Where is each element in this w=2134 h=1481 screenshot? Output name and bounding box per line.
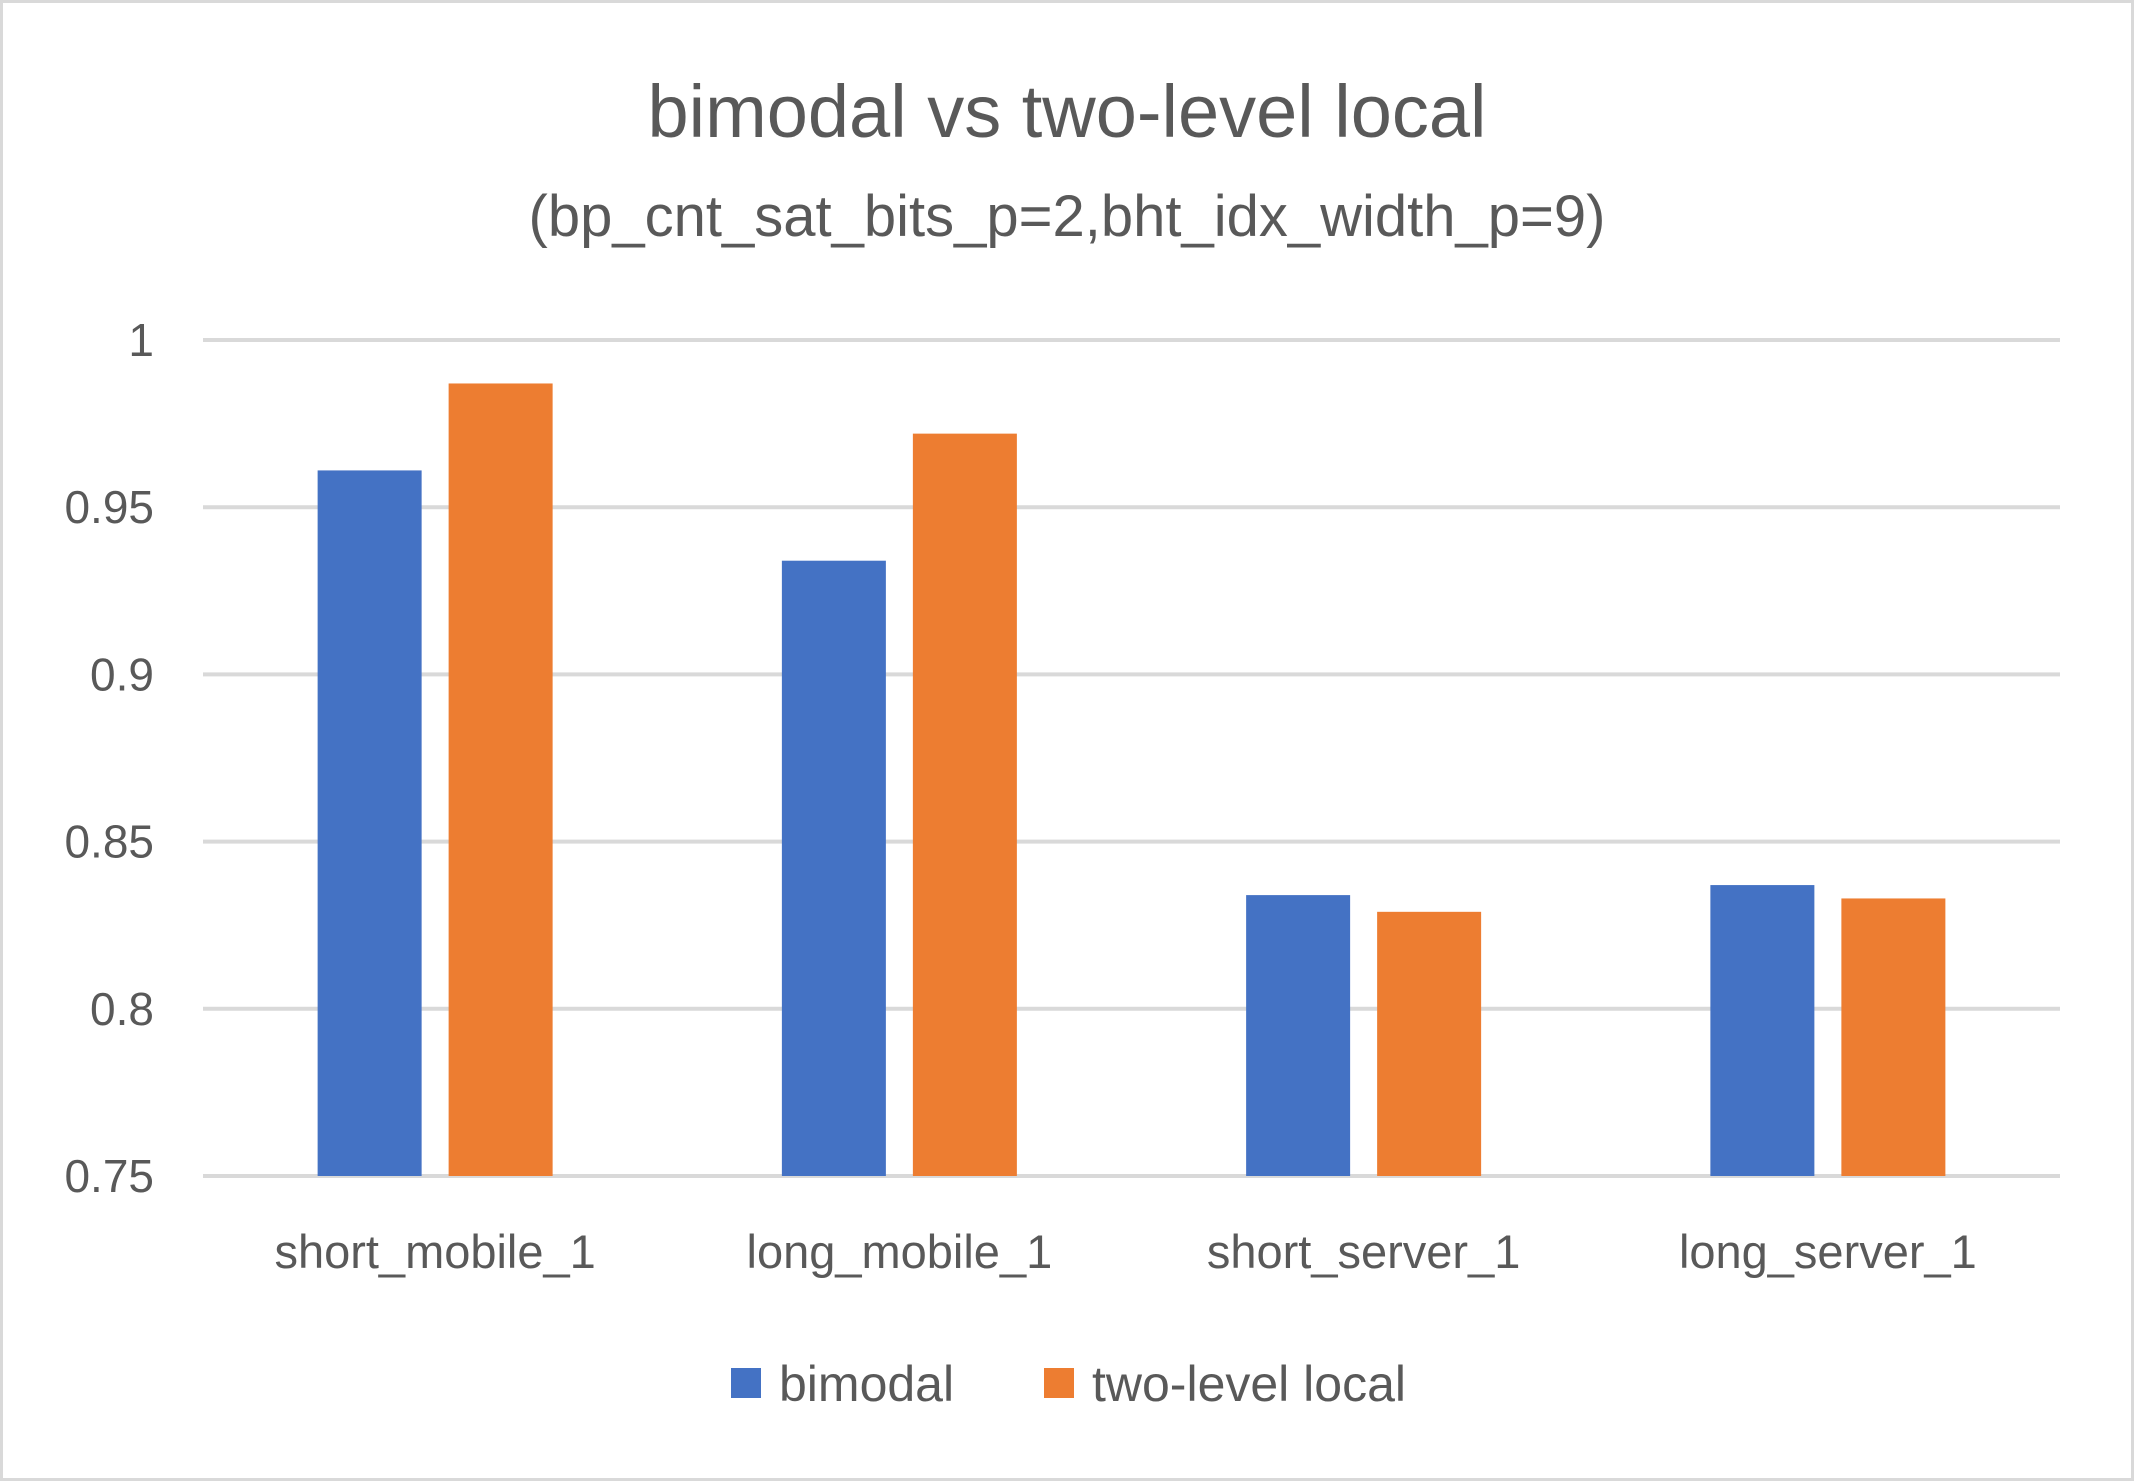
y-tick-label: 0.75 <box>64 1150 154 1202</box>
legend-swatch-bimodal <box>731 1368 761 1398</box>
bar-two-level-local-short_server_1 <box>1377 911 1482 1176</box>
bar-two-level-local-long_mobile_1 <box>912 433 1017 1177</box>
y-tick-label: 0.8 <box>90 983 154 1035</box>
x-category-label: short_server_1 <box>1207 1225 1521 1278</box>
x-category-label: long_mobile_1 <box>747 1225 1053 1278</box>
x-axis-categories: short_mobile_1 long_mobile_1 short_server_… <box>274 1225 1976 1278</box>
x-category-label: short_mobile_1 <box>274 1225 595 1278</box>
y-tick-label: 0.85 <box>64 816 154 868</box>
y-tick-label: 0.95 <box>64 481 154 533</box>
bars <box>317 383 1946 1177</box>
y-tick-label: 1 <box>128 314 154 366</box>
x-category-label: long_server_1 <box>1679 1225 1977 1278</box>
chart-subtitle: (bp_cnt_sat_bits_p=2,bht_idx_width_p=9) <box>529 184 1606 249</box>
bar-bimodal-short_server_1 <box>1246 895 1351 1176</box>
bar-two-level-local-short_mobile_1 <box>448 383 553 1176</box>
legend: bimodal two-level local <box>731 1356 1406 1412</box>
chart-title: bimodal vs two-level local <box>647 70 1486 153</box>
bar-bimodal-long_server_1 <box>1710 885 1815 1176</box>
bar-two-level-local-long_server_1 <box>1841 898 1946 1176</box>
legend-swatch-two-level-local <box>1044 1368 1074 1398</box>
legend-label: bimodal <box>779 1356 954 1412</box>
y-tick-label: 0.9 <box>90 648 154 700</box>
legend-label: two-level local <box>1092 1356 1406 1412</box>
y-axis-ticks: 0.75 0.8 0.85 0.9 0.95 1 <box>64 314 154 1202</box>
bar-bimodal-long_mobile_1 <box>781 560 886 1176</box>
bar-bimodal-short_mobile_1 <box>317 470 422 1176</box>
